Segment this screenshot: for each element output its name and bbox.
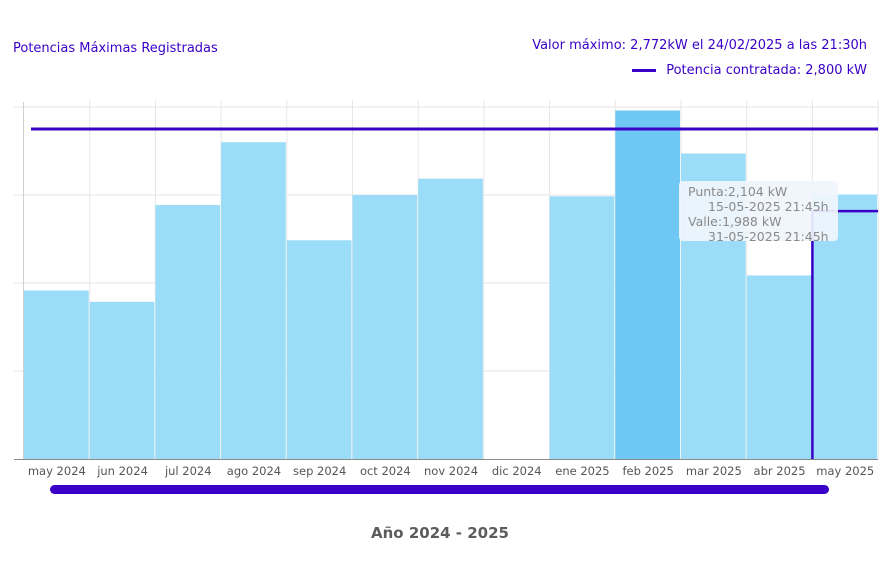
tooltip-valle-time: 31-05-2025 21:45h (708, 229, 829, 244)
contracted-power-legend[interactable]: Potencia contratada: 2,800 kW (632, 63, 867, 78)
bar-ene-2025 (549, 196, 615, 459)
x-tick-label: jul 2024 (164, 464, 212, 478)
tooltip: Punta:2,104 kW 15-05-2025 21:45h Valle:1… (679, 181, 838, 244)
x-tick-label: dic 2024 (492, 464, 542, 478)
chart-title: Potencias Máximas Registradas (13, 41, 218, 56)
bar-nov-2024 (418, 178, 483, 459)
x-tick-label: oct 2024 (360, 464, 411, 478)
bar-may-2024 (24, 290, 89, 459)
contract-label: Potencia contratada: (666, 63, 802, 78)
contract-value: 2,800 kW (805, 63, 867, 78)
max-value-label: Valor máximo: (532, 38, 627, 53)
bar-feb-2025 (615, 110, 680, 460)
bar-abr-2025 (746, 275, 812, 459)
tooltip-valle: Valle:1,988 kW (688, 214, 782, 229)
bar-chart-plot: may 2024 jun 2024 jul 2024 ago 2024 sep 2024… (14, 100, 879, 478)
x-axis-title: Año 2024 - 2025 (371, 524, 509, 542)
x-tick-label: feb 2025 (622, 464, 673, 478)
bar-oct-2024 (352, 195, 418, 459)
x-tick-label: ene 2025 (555, 464, 609, 478)
bar-jul-2024 (155, 205, 221, 459)
x-tick-label: jun 2024 (96, 464, 148, 478)
legend-line-swatch (632, 69, 657, 72)
x-tick-label: may 2025 (816, 464, 874, 478)
bars (24, 110, 878, 460)
x-tick-label: mar 2025 (686, 464, 742, 478)
tooltip-punta-time: 15-05-2025 21:45h (708, 199, 829, 214)
bar-ago-2024 (221, 142, 286, 459)
x-tick-label: nov 2024 (424, 464, 478, 478)
tooltip-punta: Punta:2,104 kW (688, 184, 788, 199)
x-tick-label: ago 2024 (227, 464, 281, 478)
x-tick-label: abr 2025 (754, 464, 806, 478)
x-tick-label: sep 2024 (293, 464, 346, 478)
x-tick-labels: may 2024 jun 2024 jul 2024 ago 2024 sep 2024… (28, 464, 874, 478)
max-value-info: Valor máximo: 2,772kW el 24/02/2025 a la… (532, 38, 867, 53)
x-tick-label: may 2024 (28, 464, 86, 478)
horizontal-scrollbar[interactable] (50, 485, 829, 494)
bar-sep-2024 (286, 240, 352, 459)
bar-jun-2024 (89, 301, 155, 459)
axes (14, 102, 879, 460)
max-value-text: 2,772kW el 24/02/2025 a las 21:30h (630, 38, 867, 53)
